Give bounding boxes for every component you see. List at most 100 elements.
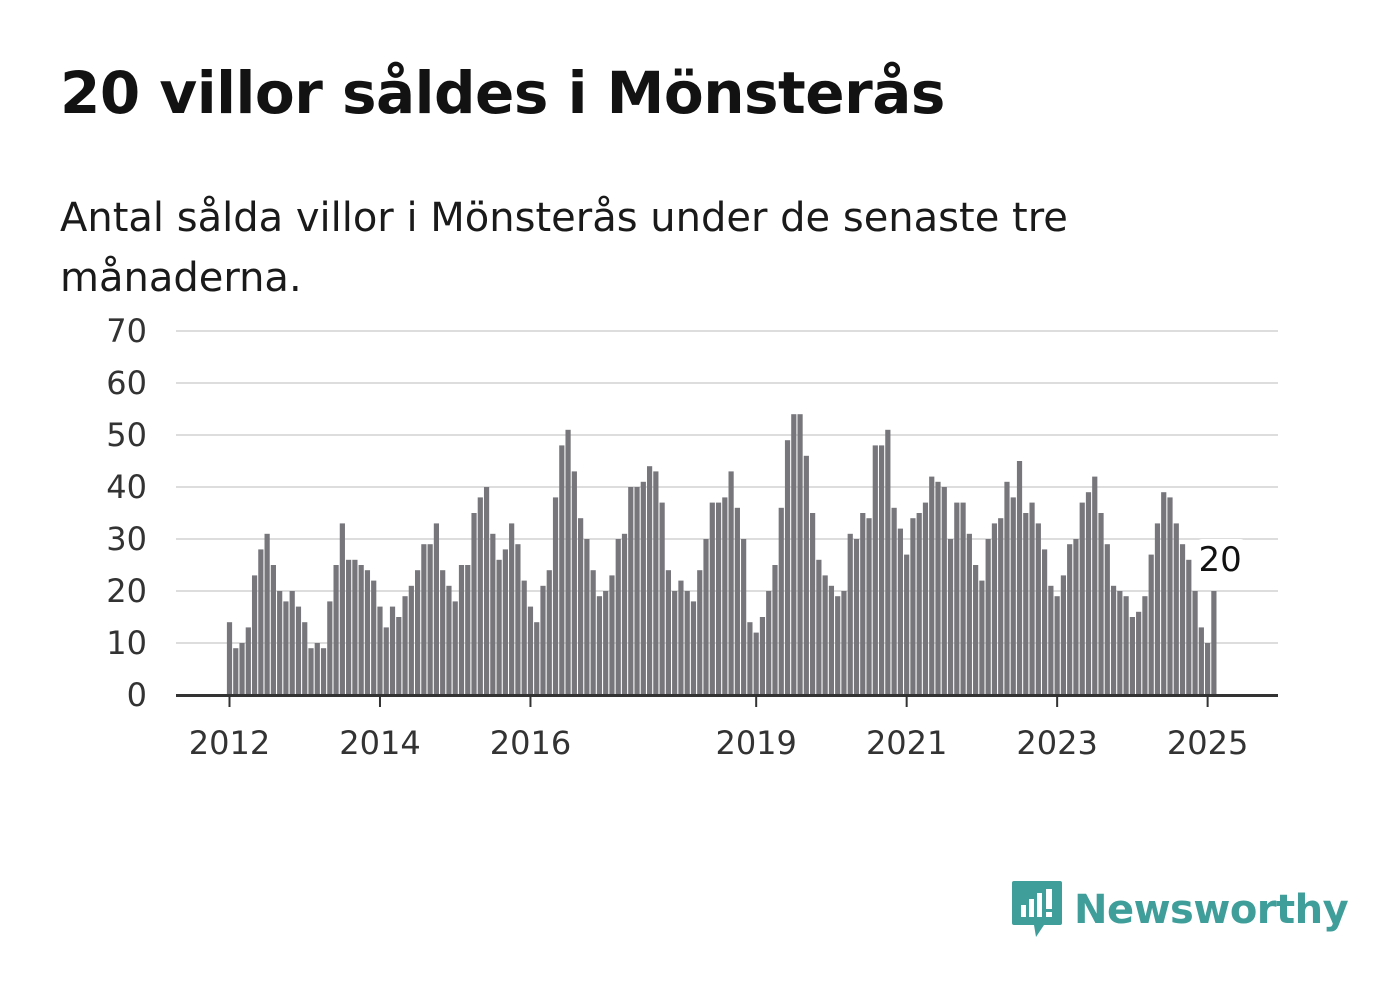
bar [477, 497, 483, 695]
y-tick-label: 10 [106, 624, 147, 662]
bar [1173, 523, 1179, 695]
bar [483, 487, 490, 695]
bar [346, 559, 352, 695]
bar [578, 518, 584, 695]
bar [891, 507, 897, 695]
bar [233, 648, 239, 695]
bar [1010, 497, 1016, 695]
bar [1092, 476, 1098, 695]
bar [552, 497, 559, 695]
bar [954, 502, 960, 695]
bar [753, 632, 759, 695]
bar [634, 487, 640, 695]
y-tick-label: 30 [106, 520, 147, 558]
bar [728, 471, 734, 695]
bar [922, 502, 929, 695]
bar [320, 648, 327, 695]
bar [584, 539, 590, 695]
bar [352, 559, 358, 695]
bar [389, 606, 396, 695]
bar [1198, 627, 1204, 695]
bar [1042, 549, 1048, 695]
bar [853, 539, 860, 695]
bar [1136, 611, 1142, 695]
x-tick-label: 2025 [1167, 724, 1248, 762]
bar [1067, 544, 1073, 695]
bar [371, 580, 377, 695]
bar [609, 575, 615, 695]
bar [1192, 591, 1198, 695]
newsworthy-logo: Newsworthy [1010, 878, 1349, 942]
bar [509, 523, 515, 695]
bar [672, 591, 678, 695]
bar [1079, 502, 1085, 695]
bar [897, 528, 903, 695]
bar [590, 570, 596, 695]
bar [841, 591, 847, 695]
bar [960, 502, 966, 695]
bar [678, 580, 684, 695]
x-axis-ticks: 2012 2014 2016 2019 2021 2023 2025 [189, 695, 1248, 762]
bar [747, 622, 753, 695]
bar [596, 596, 603, 695]
bar [665, 570, 671, 695]
bar [621, 533, 628, 695]
y-tick-label: 70 [106, 312, 147, 350]
bar [452, 601, 458, 695]
bar [1016, 461, 1023, 695]
bar [408, 585, 414, 695]
chart-bubble-icon [1012, 881, 1062, 937]
bar [258, 549, 264, 695]
bar [885, 429, 891, 695]
bar [822, 575, 828, 695]
bar [1123, 596, 1129, 695]
bar [615, 539, 621, 695]
x-tick-label: 2023 [1016, 724, 1097, 762]
highlight-label-background [1196, 539, 1247, 581]
bar [546, 570, 552, 695]
bar [571, 471, 577, 695]
bar [985, 539, 991, 695]
bar [734, 507, 740, 695]
bar [465, 565, 471, 695]
bar [540, 585, 546, 695]
bars [226, 414, 1217, 695]
bar [697, 570, 703, 695]
bar [496, 559, 502, 695]
bar [684, 591, 690, 695]
bar [690, 601, 697, 695]
bar [1029, 502, 1035, 695]
bar [916, 513, 922, 695]
bar [991, 523, 998, 695]
bar [490, 533, 496, 695]
x-tick-label: 2021 [866, 724, 947, 762]
y-tick-label: 40 [106, 468, 147, 506]
bar [458, 565, 465, 695]
bar [715, 502, 722, 695]
bar [1142, 596, 1148, 695]
bar [433, 523, 440, 695]
bar [847, 533, 853, 695]
bar [277, 591, 283, 695]
bar [527, 606, 534, 695]
bar [941, 487, 947, 695]
bar [973, 565, 979, 695]
bar [534, 622, 540, 695]
bar [759, 617, 766, 695]
bar [289, 591, 295, 695]
bar [339, 523, 345, 695]
bar [1117, 591, 1123, 695]
bar [1104, 544, 1110, 695]
bar [1186, 559, 1192, 695]
bar [471, 513, 477, 695]
bar [646, 466, 653, 695]
bar [640, 481, 646, 695]
bar [295, 606, 302, 695]
y-tick-label: 60 [106, 364, 147, 402]
bar [402, 596, 408, 695]
bar [722, 497, 728, 695]
x-tick-label: 2014 [339, 724, 420, 762]
bar [835, 596, 841, 695]
bar [327, 601, 333, 695]
bar [239, 643, 245, 695]
